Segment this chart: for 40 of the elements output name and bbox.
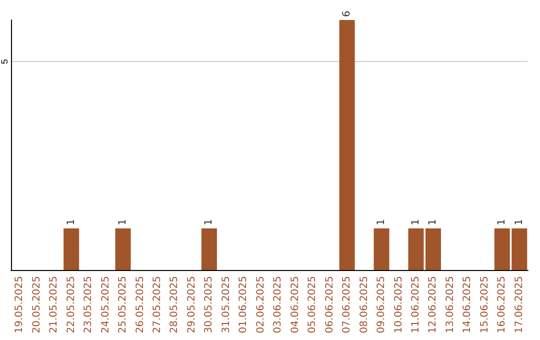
x-tick-label: 14.06.2025 <box>462 276 474 334</box>
data-label: 1 <box>514 218 525 226</box>
data-label: 1 <box>410 218 422 226</box>
data-label: 1 <box>118 218 129 226</box>
x-tick-label: 31.05.2025 <box>220 276 232 334</box>
data-label: 1 <box>376 218 388 226</box>
data-label: 1 <box>496 218 508 226</box>
x-tick-label: 26.05.2025 <box>134 276 146 334</box>
x-tick-label: 13.06.2025 <box>444 276 456 334</box>
x-tick-label: 04.06.2025 <box>290 276 301 334</box>
x-tick-label: 09.06.2025 <box>376 276 388 334</box>
x-tick-label: 25.05.2025 <box>118 276 129 334</box>
x-tick-label: 17.06.2025 <box>514 276 525 334</box>
x-tick-label: 22.05.2025 <box>66 276 77 334</box>
x-tick-label: 20.05.2025 <box>31 276 42 334</box>
x-tick-label: 10.06.2025 <box>393 276 404 334</box>
x-tick-label: 01.06.2025 <box>238 276 250 334</box>
x-tick-label: 12.06.2025 <box>428 276 439 334</box>
x-tick-label: 02.06.2025 <box>255 276 266 334</box>
data-label: 1 <box>428 218 439 226</box>
x-tick-label: 15.06.2025 <box>479 276 490 334</box>
x-tick-label: 27.05.2025 <box>152 276 163 334</box>
x-tick-label: 24.05.2025 <box>100 276 112 334</box>
x-tick-label: 03.06.2025 <box>272 276 284 334</box>
data-label: 1 <box>66 218 77 226</box>
data-label: 6 <box>342 10 353 17</box>
x-tick-label: 28.05.2025 <box>169 276 180 334</box>
x-tick-label: 07.06.2025 <box>342 276 353 334</box>
y-tick-label: 5 <box>0 59 10 64</box>
x-tick-label: 06.06.2025 <box>324 276 336 334</box>
data-label: 1 <box>204 218 215 226</box>
x-tick-label: 11.06.2025 <box>410 276 422 334</box>
x-tick-label: 08.06.2025 <box>358 276 370 334</box>
x-tick-label: 21.05.2025 <box>48 276 60 334</box>
x-tick-label: 23.05.2025 <box>83 276 94 334</box>
x-tick-label: 30.05.2025 <box>204 276 215 334</box>
x-tick-label: 29.05.2025 <box>186 276 198 334</box>
x-tick-label: 05.06.2025 <box>307 276 318 334</box>
x-tick-label: 19.05.2025 <box>14 276 26 334</box>
x-tick-label: 16.06.2025 <box>496 276 508 334</box>
